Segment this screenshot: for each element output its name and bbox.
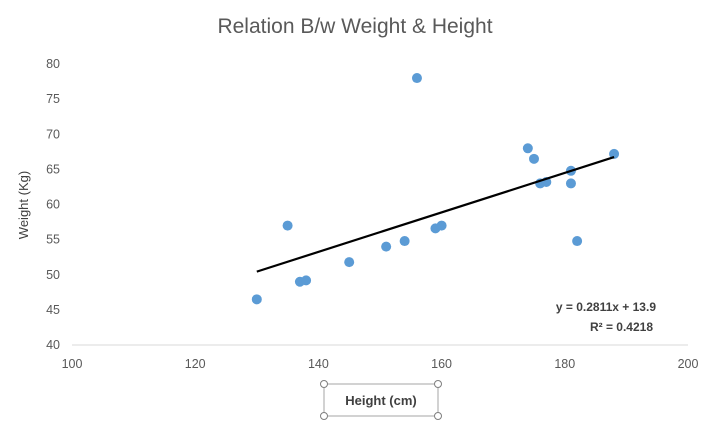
data-point[interactable] [529, 153, 539, 164]
trendline[interactable] [256, 156, 615, 273]
data-point[interactable] [282, 220, 293, 231]
y-axis-ticks: 40 45 50 55 60 65 70 75 80 [46, 57, 60, 352]
y-tick-label: 50 [46, 268, 60, 282]
data-point[interactable] [522, 143, 533, 154]
data-point[interactable] [565, 178, 576, 189]
y-tick-label: 40 [46, 338, 60, 352]
resize-handle-top-right[interactable] [434, 380, 442, 388]
data-point[interactable] [411, 73, 422, 84]
data-point[interactable] [344, 257, 355, 268]
x-axis-title-selection[interactable]: Height (cm) [320, 380, 442, 420]
y-tick-label: 45 [46, 303, 60, 317]
y-tick-label: 65 [46, 162, 60, 176]
selection-frame [323, 383, 439, 417]
y-tick-label: 60 [46, 198, 60, 212]
resize-handle-top-left[interactable] [320, 380, 328, 388]
data-point[interactable] [381, 241, 392, 252]
y-tick-label: 55 [46, 233, 60, 247]
trendline-equation: y = 0.2811x + 13.9 [556, 300, 656, 314]
trendline-group [256, 156, 615, 273]
y-tick-label: 70 [46, 127, 60, 141]
data-point[interactable] [436, 220, 447, 231]
trendline-r-squared: R² = 0.4218 [590, 320, 653, 334]
x-tick-label: 120 [185, 357, 206, 371]
y-axis-title: Weight (Kg) [16, 171, 31, 239]
y-tick-label: 80 [46, 57, 60, 71]
data-point[interactable] [399, 236, 410, 247]
x-tick-label: 200 [678, 357, 699, 371]
x-tick-label: 160 [431, 357, 452, 371]
data-point[interactable] [251, 294, 262, 305]
data-point[interactable] [572, 236, 583, 247]
x-axis-ticks: 100 120 140 160 180 200 [62, 357, 699, 371]
y-tick-label: 75 [46, 92, 60, 106]
data-point[interactable] [301, 275, 312, 286]
x-axis-title[interactable]: Height (cm) [345, 393, 417, 408]
x-tick-label: 180 [554, 357, 575, 371]
x-tick-label: 100 [62, 357, 83, 371]
resize-handle-bottom-left[interactable] [320, 412, 328, 420]
x-tick-label: 140 [308, 357, 329, 371]
data-point[interactable] [609, 148, 620, 159]
data-points [251, 73, 620, 305]
resize-handle-bottom-right[interactable] [434, 412, 442, 420]
chart-title: Relation B/w Weight & Height [217, 15, 492, 38]
